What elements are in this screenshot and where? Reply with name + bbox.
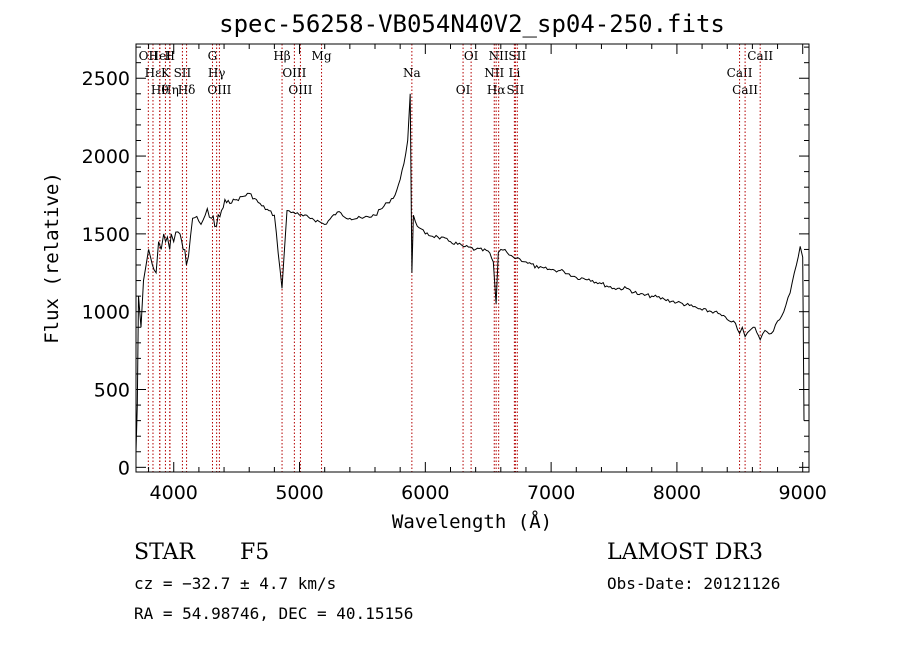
- y-tick-label-4: 2000: [82, 146, 130, 168]
- line-label-16: Na: [403, 66, 421, 80]
- line-label-10: Hγ: [208, 66, 226, 80]
- line-label-12: Hβ: [273, 49, 290, 63]
- coordinates: RA = 54.98746, DEC = 40.15156: [134, 604, 414, 623]
- line-label-23: SII: [507, 83, 525, 97]
- line-label-19: NII: [484, 66, 504, 80]
- y-tick-label-1: 500: [94, 380, 130, 402]
- y-tick-label-3: 1500: [82, 224, 130, 246]
- x-tick-label-4: 8000: [653, 482, 701, 504]
- line-label-9: G: [208, 49, 218, 63]
- axis-ticks: 4000 5000 6000 7000 8000 9000 0 500 1000 1500 2000…: [82, 44, 827, 504]
- plot-frame: [135, 43, 810, 473]
- object-class: STAR: [134, 540, 195, 565]
- line-label-27: CaII: [747, 49, 773, 63]
- line-label-26: CaII: [732, 83, 758, 97]
- line-id-markers: OIIHεHθHeIKHηHSIIHδGHγOIIIHβOIIIOIIIMgNa…: [139, 44, 773, 472]
- line-label-21: NII: [489, 49, 509, 63]
- survey-name: LAMOST DR3: [607, 540, 763, 565]
- observation-date: Obs-Date: 20121126: [607, 574, 781, 593]
- line-label-24: SII: [508, 49, 526, 63]
- line-label-25: CaII: [727, 66, 753, 80]
- x-tick-label-5: 9000: [779, 482, 827, 504]
- spectrum-line: [135, 93, 805, 452]
- x-axis-label: Wavelength (Å): [392, 510, 552, 533]
- line-label-4: K: [161, 66, 171, 80]
- x-tick-label-0: 4000: [150, 482, 198, 504]
- x-tick-label-2: 6000: [401, 482, 449, 504]
- spectrum-chart: spec-56258-VB054N40V2_sp04-250.fits OIIH…: [41, 10, 827, 533]
- line-label-14: OIII: [288, 83, 312, 97]
- y-tick-label-0: 0: [118, 457, 130, 479]
- y-tick-label-5: 2500: [82, 68, 130, 90]
- y-tick-label-2: 1000: [82, 302, 130, 324]
- x-tick-label-1: 5000: [275, 482, 323, 504]
- x-tick-label-3: 7000: [527, 482, 575, 504]
- line-label-22: Li: [508, 66, 520, 80]
- chart-title: spec-56258-VB054N40V2_sp04-250.fits: [219, 10, 725, 38]
- line-label-13: OIII: [282, 66, 306, 80]
- line-label-18: OI: [464, 49, 479, 63]
- y-axis-label: Flux (relative): [41, 172, 63, 344]
- line-label-20: Hα: [487, 83, 506, 97]
- line-label-7: SII: [174, 66, 192, 80]
- line-label-15: Mg: [312, 49, 332, 63]
- line-label-11: OIII: [207, 83, 231, 97]
- line-label-1: Hε: [145, 66, 162, 80]
- object-subclass: F5: [240, 540, 270, 565]
- line-label-17: OI: [456, 83, 471, 97]
- line-label-8: Hδ: [178, 83, 196, 97]
- redshift-velocity: cz = −32.7 ± 4.7 km/s: [134, 574, 337, 593]
- line-label-6: H: [164, 49, 174, 63]
